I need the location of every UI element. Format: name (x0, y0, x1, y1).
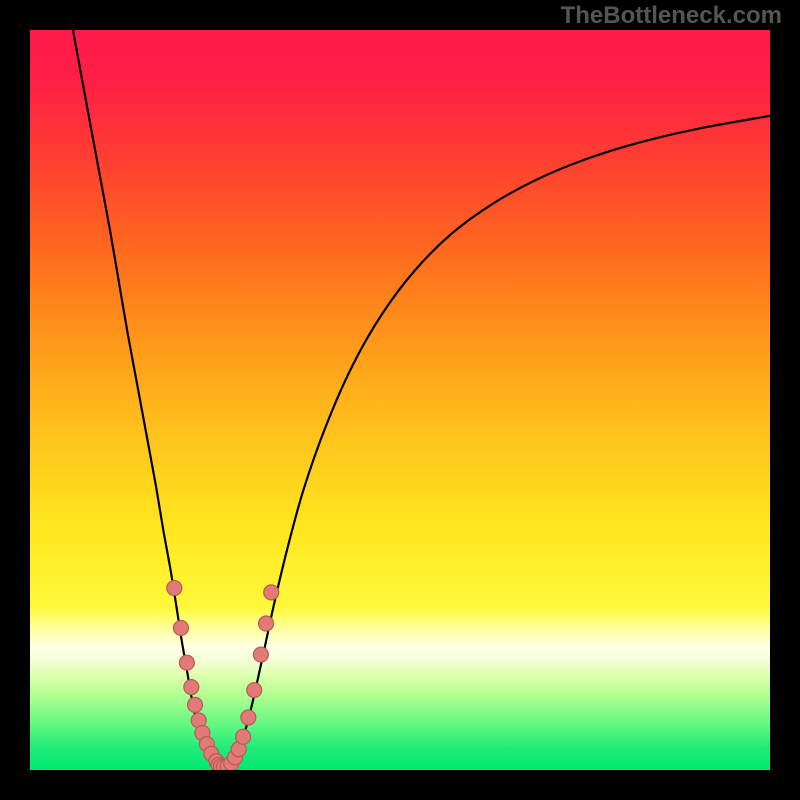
data-marker (241, 710, 256, 725)
data-marker (188, 697, 203, 712)
data-marker (236, 729, 251, 744)
chart-svg (0, 0, 800, 800)
data-marker (247, 683, 262, 698)
chart-frame: TheBottleneck.com (0, 0, 800, 800)
data-marker (184, 680, 199, 695)
watermark-text: TheBottleneck.com (561, 2, 782, 30)
data-marker (264, 585, 279, 600)
data-marker (253, 647, 268, 662)
data-marker (179, 655, 194, 670)
data-marker (167, 580, 182, 595)
data-marker (259, 616, 274, 631)
data-marker (173, 620, 188, 635)
